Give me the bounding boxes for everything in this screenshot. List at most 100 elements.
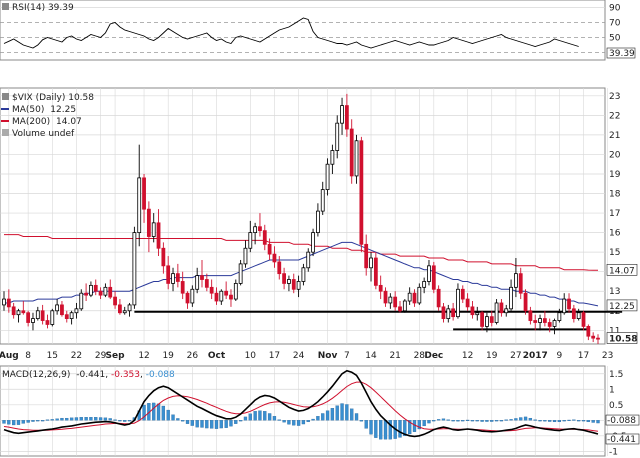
macd-value-label: -0.088 (607, 416, 636, 426)
candle (311, 228, 315, 257)
macd-histogram-bar (224, 420, 228, 428)
candle-body (190, 288, 195, 304)
candle-body (64, 314, 69, 319)
candle (451, 302, 456, 321)
candle (485, 312, 489, 333)
x-tick-label: 24 (293, 351, 305, 361)
candle-body (456, 288, 460, 318)
candle-body (431, 265, 436, 290)
candle (16, 308, 21, 323)
candle (195, 267, 200, 294)
macd-histogram-bar (60, 417, 64, 421)
legend-swatch-volume (2, 129, 9, 136)
candle (84, 283, 88, 302)
candle-body (359, 140, 364, 245)
macd-histogram-bar (403, 420, 407, 436)
macd-histogram-bar (417, 420, 421, 430)
candle (369, 252, 373, 282)
candle-body (499, 302, 504, 314)
candle-body (50, 310, 55, 325)
legend-volume: Volume undef (12, 129, 75, 139)
macd-histogram-bar (156, 403, 161, 421)
legend-ma200: MA(200) 14.07 (12, 117, 82, 127)
macd-histogram-bar (176, 418, 180, 421)
macd-histogram-bar (292, 420, 296, 426)
legend-ma200-value: 14.07 (56, 117, 82, 127)
candle-body (137, 177, 142, 234)
macd-histogram-bar (45, 419, 50, 421)
x-tick-label: 19 (486, 351, 498, 361)
candle (330, 144, 335, 174)
candle-body (296, 281, 301, 290)
macd-histogram-bar (350, 408, 354, 421)
candle (335, 115, 340, 159)
x-tick-label: Oct (208, 351, 226, 361)
candle-body (528, 310, 533, 321)
candle (156, 209, 161, 257)
x-tick-label: 9 (556, 351, 562, 361)
candle (533, 314, 538, 331)
candle-body (465, 298, 470, 308)
macd-histogram-bar (461, 420, 465, 422)
macd-histogram-bar (181, 420, 185, 422)
macd-histogram-bar (185, 420, 190, 424)
macd-histogram-bar (94, 417, 98, 421)
macd-histogram-bar (118, 420, 122, 422)
x-tick-label: 2017 (523, 351, 548, 361)
macd-histogram-bar (475, 420, 479, 422)
macd-histogram-bar (456, 420, 460, 422)
macd-histogram-bar (364, 420, 368, 429)
candle (402, 299, 407, 313)
macd-tick-label: -1 (609, 447, 618, 457)
legend-vix: $VIX (Daily) 10.58 (12, 93, 94, 103)
macd-histogram-bar (234, 420, 238, 424)
candle (89, 281, 93, 298)
candle-body (436, 288, 441, 308)
candle-body (253, 226, 258, 234)
price-panel: 11121314151617181920212223 14.0712.2510.… (0, 87, 637, 345)
candle-body (287, 279, 291, 284)
rsi-legend-swatch (2, 3, 9, 10)
macd-histogram-bar (108, 418, 112, 421)
macd-histogram-bar (557, 420, 562, 423)
macd-histogram-bar (301, 420, 306, 425)
candle (262, 224, 267, 251)
candle-body (291, 279, 296, 290)
candle-body (407, 292, 412, 302)
macd-panel: -1-0.500.511.5 -0.088-0.441 MACD(12,26,9… (0, 365, 640, 457)
candle-body (518, 273, 523, 294)
candle-body (523, 292, 528, 312)
candle-body (504, 308, 509, 314)
candle-body (118, 304, 122, 314)
candle (465, 293, 470, 311)
candle-body (108, 286, 113, 298)
candle (354, 134, 359, 184)
candle-body (567, 298, 571, 310)
candle-body (171, 273, 175, 284)
candle-body (93, 284, 98, 292)
candle-body (475, 312, 480, 316)
candle (219, 289, 224, 305)
price-tick-label: 21 (609, 131, 620, 141)
macd-legend: MACD(12,26,9) -0.441, -0.353, -0.088 (2, 370, 175, 380)
macd-histogram-bar (65, 417, 69, 421)
macd-histogram-bar (123, 420, 127, 422)
price-value-label: 14.07 (609, 266, 635, 276)
candle-body (369, 257, 373, 269)
candle-body (40, 310, 45, 321)
candle (26, 310, 31, 327)
candle-body (393, 296, 398, 308)
candle (475, 306, 480, 321)
price-tick-label: 16 (609, 229, 621, 239)
macd-histogram-bar (161, 405, 166, 421)
price-panel-frame (0, 87, 606, 345)
macd-histogram-bar (272, 416, 277, 421)
candle-body (6, 298, 11, 308)
candle (325, 158, 330, 196)
candle (340, 97, 344, 135)
x-tick-label: 15 (47, 351, 58, 361)
rsi-panel-frame (0, 0, 606, 61)
macd-histogram-bar (509, 419, 513, 421)
candle-body (84, 292, 88, 296)
candle (427, 259, 431, 286)
